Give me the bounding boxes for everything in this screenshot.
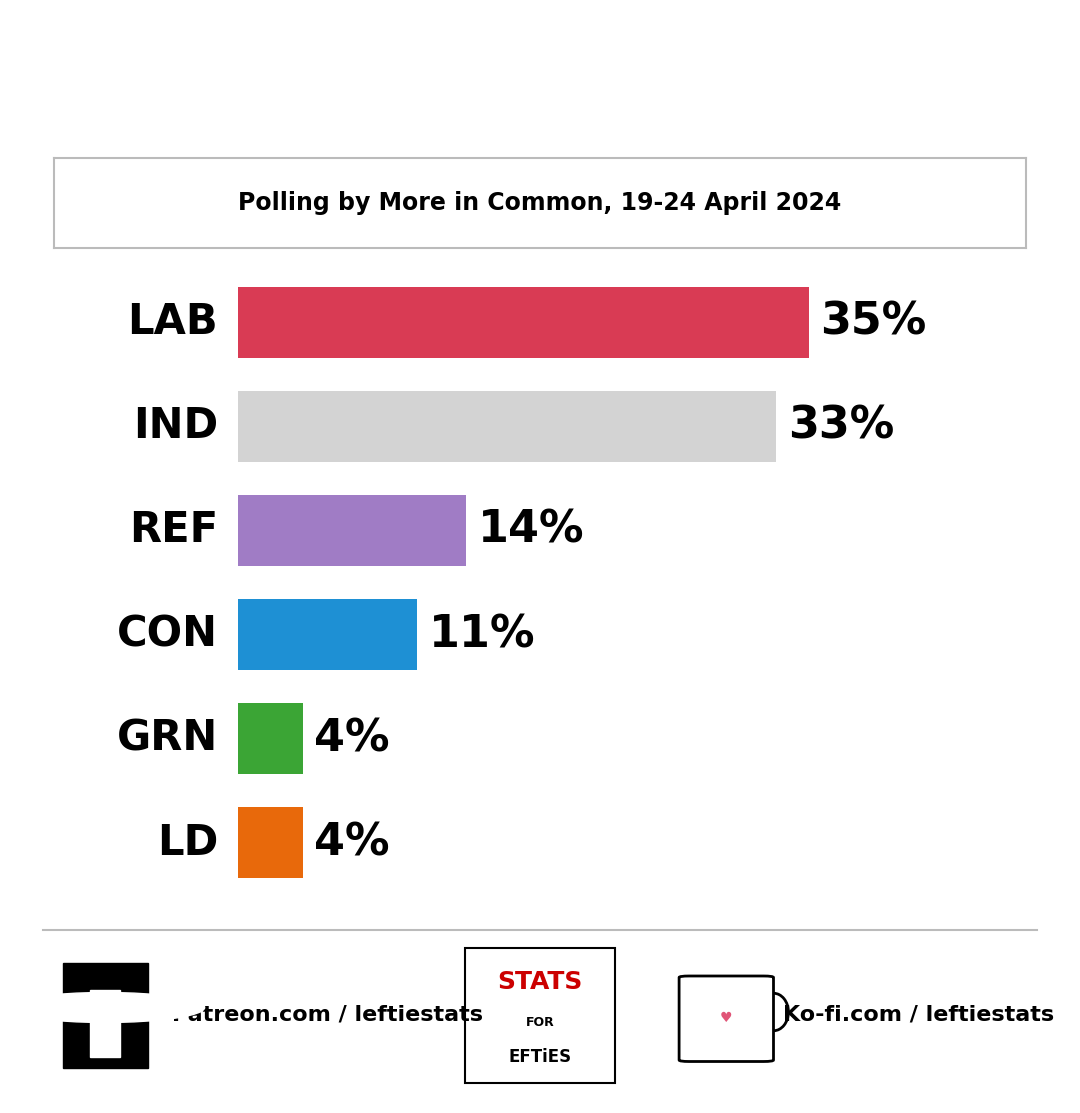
Text: LD: LD xyxy=(157,821,218,864)
Text: ♥: ♥ xyxy=(720,1011,732,1025)
FancyBboxPatch shape xyxy=(63,963,148,1067)
Text: 11%: 11% xyxy=(429,613,535,656)
Bar xyxy=(238,391,777,462)
Text: REF: REF xyxy=(129,510,218,551)
Bar xyxy=(238,807,302,878)
Circle shape xyxy=(5,993,205,1023)
FancyBboxPatch shape xyxy=(91,989,120,1057)
Text: EFTiES: EFTiES xyxy=(509,1048,571,1066)
Bar xyxy=(238,599,417,670)
Bar xyxy=(238,495,467,565)
Text: FOR: FOR xyxy=(526,1016,554,1030)
Text: Polling by More in Common, 19-24 April 2024: Polling by More in Common, 19-24 April 2… xyxy=(239,191,841,215)
Text: IND: IND xyxy=(133,405,218,447)
Text: STATS: STATS xyxy=(497,971,583,994)
Text: CON: CON xyxy=(117,613,218,656)
Text: Patreon.com / leftiestats: Patreon.com / leftiestats xyxy=(173,1005,484,1025)
Bar xyxy=(238,703,302,774)
Bar xyxy=(238,287,809,357)
Text: 14%: 14% xyxy=(477,509,584,552)
Text: 33%: 33% xyxy=(787,405,894,447)
Text: 35%: 35% xyxy=(821,301,927,344)
Text: North East Mayor voting intention: North East Mayor voting intention xyxy=(6,61,1074,115)
Text: Ko-fi.com / leftiestats: Ko-fi.com / leftiestats xyxy=(783,1005,1054,1025)
Text: 4%: 4% xyxy=(314,717,390,760)
Text: 4%: 4% xyxy=(314,821,390,865)
Text: LAB: LAB xyxy=(127,302,218,343)
Text: GRN: GRN xyxy=(117,718,218,760)
